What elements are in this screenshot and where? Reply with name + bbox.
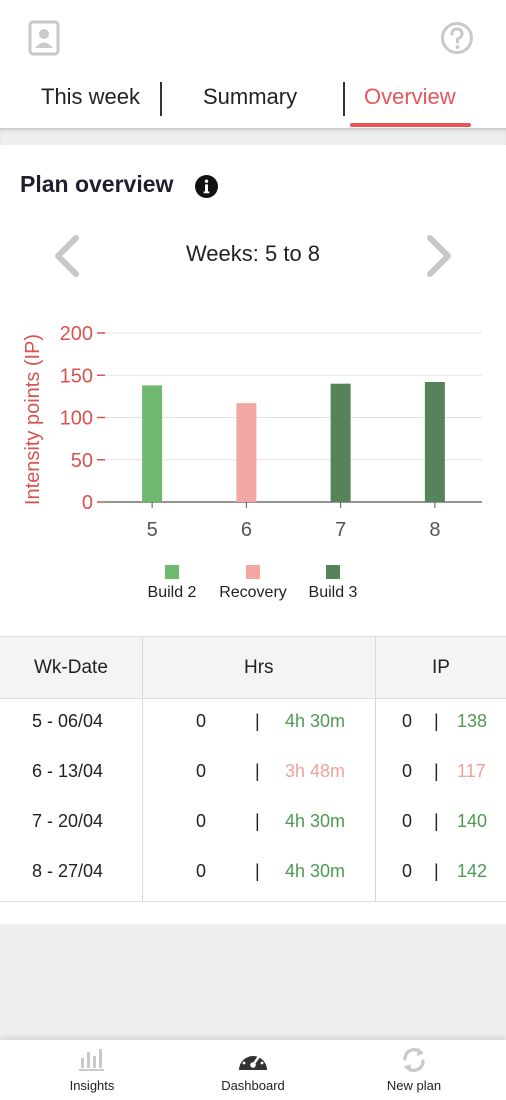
ip-done-cell: 0 [402, 761, 413, 781]
ip-done-cell: 0 [402, 711, 413, 731]
y-tick-label: 200 [60, 323, 93, 345]
ip-done-cell: 0 [402, 861, 413, 881]
table-row: 8 - 27/04 0 | 4h 30m 0 | 142 [0, 849, 506, 899]
x-tick-label: 6 [241, 519, 252, 541]
separator: | [434, 761, 439, 781]
nav-dashboard[interactable]: Dashboard [193, 1040, 313, 1100]
ip-done-cell: 0 [402, 811, 413, 831]
ip-planned-cell: 117 [457, 761, 486, 781]
page-title: Plan overview [20, 171, 174, 197]
column-divider [375, 637, 376, 902]
separator: | [434, 861, 439, 881]
ip-planned-cell: 138 [457, 711, 488, 731]
x-tick-label: 5 [147, 519, 158, 541]
separator: | [255, 811, 260, 831]
separator: | [434, 811, 439, 831]
bar [330, 383, 351, 502]
bar [424, 382, 445, 502]
legend-swatch [165, 565, 179, 579]
intensity-bar-chart: 0 50 100 150 200 Intensity points (IP) 5 6 7 8 Bui… [22, 323, 482, 601]
hrs-done-cell: 0 [196, 761, 207, 781]
bar [236, 403, 257, 502]
table-row: 7 - 20/04 0 | 4h 30m 0 | 140 [0, 799, 506, 849]
hrs-done-cell: 0 [196, 711, 207, 731]
profile-card-icon[interactable] [28, 20, 60, 56]
active-tab-indicator [350, 123, 471, 127]
section-divider [0, 128, 506, 145]
wk-date-cell: 5 - 06/04 [32, 711, 104, 731]
separator: | [255, 761, 260, 781]
hrs-done-cell: 0 [196, 861, 207, 881]
table-row: 6 - 13/04 0 | 3h 48m 0 | 117 [0, 749, 506, 799]
weekly-table: Wk-Date Hrs IP 5 - 06/04 0 | 4h 30m 0 | … [0, 636, 506, 902]
table-row: 5 - 06/04 0 | 4h 30m 0 | 138 [0, 699, 506, 749]
tab-separator [160, 82, 162, 116]
info-icon[interactable] [195, 175, 218, 198]
x-tick-label: 7 [335, 519, 346, 541]
separator: | [255, 861, 260, 881]
x-tick-label: 8 [429, 519, 440, 541]
column-header-hrs: Hrs [244, 657, 274, 678]
y-tick-label: 50 [71, 450, 93, 472]
hrs-planned-cell: 3h 48m [285, 761, 346, 781]
hrs-planned-cell: 4h 30m [285, 711, 346, 731]
wk-date-cell: 6 - 13/04 [32, 761, 104, 781]
nav-label: Dashboard [221, 1078, 285, 1093]
nav-insights[interactable]: Insights [32, 1040, 152, 1100]
hrs-planned-cell: 4h 30m [285, 811, 346, 831]
tab-separator [343, 82, 345, 116]
legend-swatch [326, 565, 340, 579]
bar-chart-icon [79, 1049, 104, 1071]
column-header-ip: IP [432, 657, 450, 678]
legend-label: Build 2 [148, 584, 197, 601]
legend-label: Recovery [219, 584, 287, 601]
nav-new-plan[interactable]: New plan [354, 1040, 474, 1100]
refresh-icon [403, 1048, 425, 1072]
tab-bar: This week Summary Overview [0, 76, 506, 128]
hrs-planned-cell: 4h 30m [285, 861, 346, 881]
table-header: Wk-Date Hrs IP [0, 637, 506, 699]
column-header-wk-date: Wk-Date [34, 657, 108, 678]
column-divider [142, 637, 143, 902]
nav-label: Insights [69, 1078, 115, 1093]
question-circle-icon[interactable] [440, 21, 474, 55]
legend-swatch [246, 565, 260, 579]
legend-label: Build 3 [309, 584, 358, 601]
y-tick-label: 150 [60, 365, 93, 387]
nav-label: New plan [386, 1078, 442, 1093]
hrs-done-cell: 0 [196, 811, 207, 831]
wk-date-cell: 7 - 20/04 [32, 811, 104, 831]
separator: | [434, 711, 439, 731]
speedometer-icon [239, 1051, 267, 1070]
bar [142, 385, 163, 502]
tab-this-week[interactable]: This week [41, 84, 141, 109]
separator: | [255, 711, 260, 731]
y-tick-label: 0 [82, 492, 93, 514]
previous-weeks-button[interactable] [52, 234, 82, 278]
empty-area [0, 924, 506, 1040]
next-weeks-button[interactable] [424, 234, 454, 278]
weeks-range-label: Weeks: 5 to 8 [185, 241, 321, 266]
tab-summary[interactable]: Summary [203, 84, 298, 109]
bottom-navigation: Insights Dashboard New plan [0, 1040, 506, 1100]
y-tick-label: 100 [60, 408, 93, 430]
y-axis-label: Intensity points (IP) [22, 334, 44, 505]
tab-overview[interactable]: Overview [364, 84, 456, 109]
ip-planned-cell: 142 [457, 861, 488, 881]
ip-planned-cell: 140 [457, 811, 488, 831]
top-bar [0, 0, 506, 76]
wk-date-cell: 8 - 27/04 [32, 861, 104, 881]
